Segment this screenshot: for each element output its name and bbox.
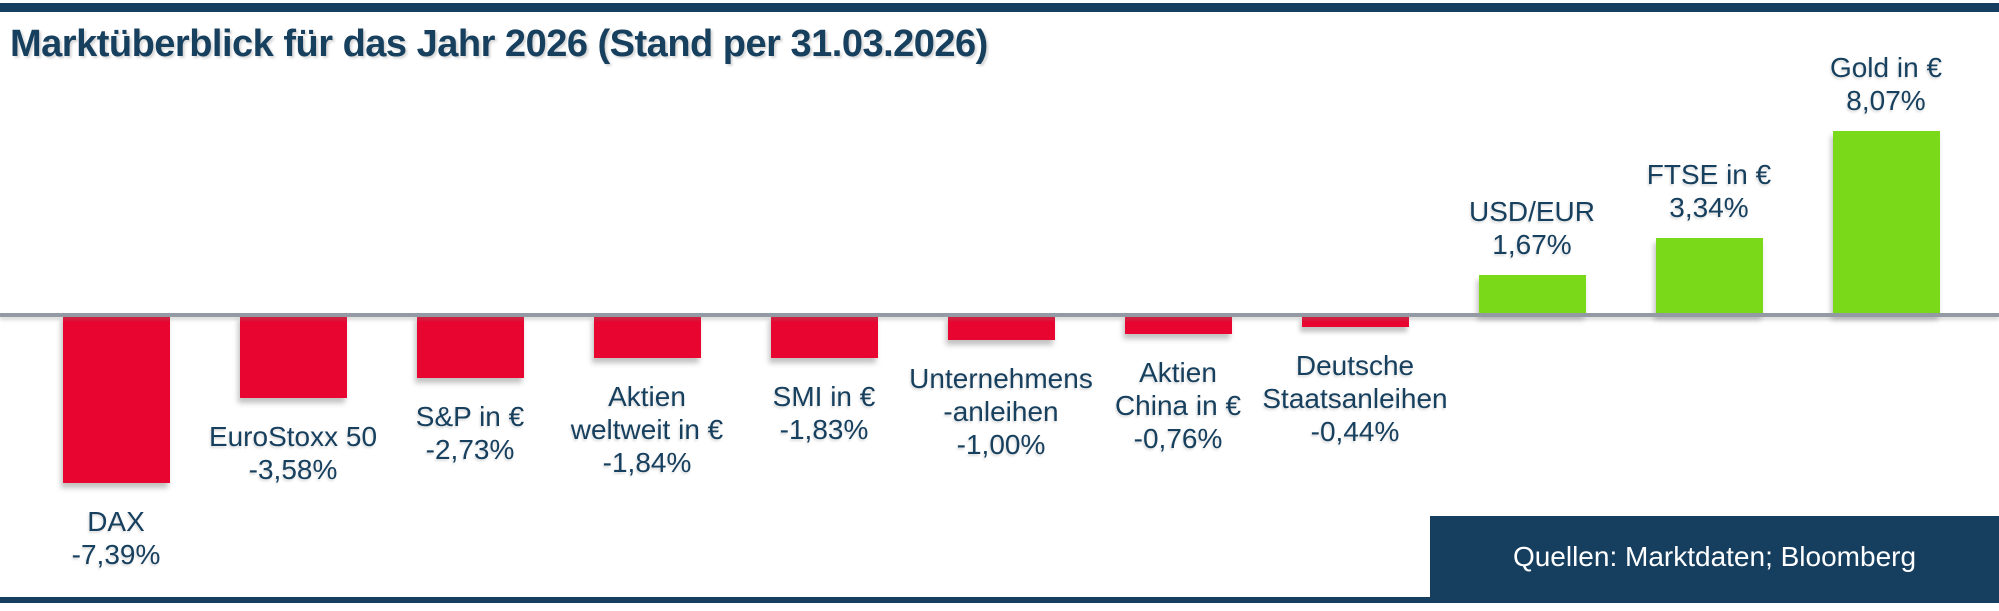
bar-label-line: -0,44% (1310, 416, 1400, 447)
bar-label-smi-in: SMI in € -1,83% (684, 380, 964, 446)
page-title: Marktüberblick für das Jahr 2026 (Stand … (10, 23, 988, 65)
bar-label-dax: DAX -7,39% (0, 505, 256, 571)
bar-label-line: -1,00% (956, 429, 1046, 460)
bar-label-line: -anleihen (943, 396, 1059, 427)
bar-label-line: Staatsanleihen (1262, 383, 1448, 414)
chart-bar-deutsche-staatsanleihen (1301, 315, 1409, 327)
chart-bar-eurostoxx-50 (239, 315, 347, 398)
bar-label-line: Deutsche (1295, 350, 1415, 381)
bar-label-line: 1,67% (1492, 229, 1572, 260)
bar-label-usd-eur: USD/EUR 1,67% (1392, 195, 1672, 261)
source-label: Quellen: Marktdaten; Bloomberg (1512, 541, 1917, 572)
bar-label-line: FTSE in € (1646, 159, 1772, 190)
chart-bar-dax (62, 315, 170, 483)
bar-label-line: China in € (1114, 390, 1242, 421)
bar-label-s-p-in: S&P in € -2,73% (330, 400, 610, 466)
bar-label-line: -1,83% (779, 414, 869, 445)
bar-label-aktien-weltweit-in: Aktien weltweit in € -1,84% (507, 380, 787, 479)
bar-label-line: 8,07% (1846, 85, 1926, 116)
bar-label-deutsche-staatsanleihen: Deutsche Staatsanleihen -0,44% (1215, 349, 1495, 448)
bar-label-line: -7,39% (71, 539, 161, 570)
bottom-border-line (0, 597, 1999, 603)
chart-bar-smi-in (770, 315, 878, 358)
chart-bar-aktien-weltweit-in (593, 315, 701, 358)
chart-bar-gold-in (1832, 131, 1940, 315)
bar-label-line: -2,73% (425, 434, 515, 465)
bar-label-line: SMI in € (772, 381, 876, 412)
chart-bar-usd-eur (1478, 275, 1586, 315)
chart-bar-s-p-in (416, 315, 524, 378)
bar-label-line: Aktien (608, 381, 686, 412)
chart-bar-ftse-in (1655, 238, 1763, 315)
chart-bar-unternehmens-anleihen (947, 315, 1055, 340)
bar-label-line: USD/EUR (1468, 196, 1595, 227)
bar-label-ftse-in: FTSE in €3,34% (1569, 158, 1849, 224)
bar-label-line: Unternehmens (909, 363, 1093, 394)
bar-label-line: DAX (87, 506, 145, 537)
bar-label-eurostoxx-50: EuroStoxx 50 -3,58% (153, 420, 433, 486)
bar-label-unternehmens-anleihen: Unternehmens -anleihen -1,00% (861, 362, 1141, 461)
bar-label-aktien-china-in: Aktien China in € -0,76% (1038, 356, 1318, 455)
bar-label-line: -0,76% (1133, 423, 1223, 454)
bar-label-line: Gold in € (1829, 52, 1943, 83)
bar-label-line: weltweit in € (570, 414, 724, 445)
source-box: Quellen: Marktdaten; Bloomberg (1430, 516, 1999, 598)
bar-label-line: -1,84% (602, 447, 692, 478)
bar-label-line: Aktien (1139, 357, 1217, 388)
bar-label-line: 3,34% (1669, 192, 1749, 223)
bar-label-line: EuroStoxx 50 (208, 421, 378, 452)
bar-label-line: S&P in € (415, 401, 525, 432)
top-border-line (0, 3, 1999, 12)
bar-label-line: -3,58% (248, 454, 338, 485)
bar-label-gold-in: Gold in €8,07% (1746, 51, 1999, 117)
chart-bar-aktien-china-in (1124, 315, 1232, 334)
zero-axis-line (0, 313, 1999, 317)
